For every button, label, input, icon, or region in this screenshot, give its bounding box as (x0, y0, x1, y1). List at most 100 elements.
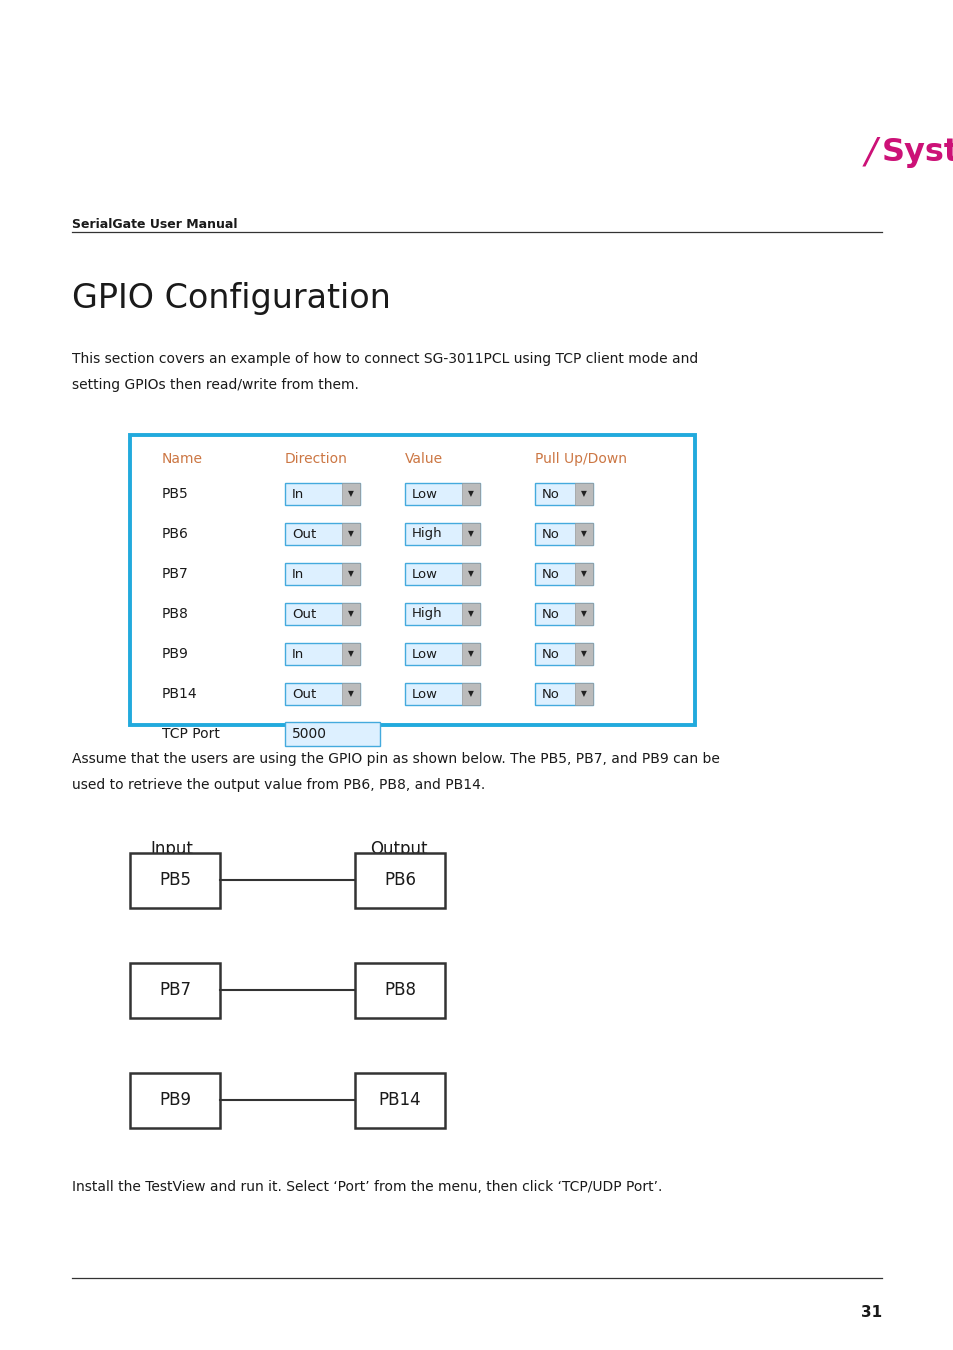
Bar (535, 683, 593, 705)
Text: Pull Up/Down: Pull Up/Down (535, 452, 626, 466)
Text: Low: Low (412, 487, 437, 501)
Bar (461, 643, 479, 666)
Bar (405, 522, 479, 545)
Text: No: No (541, 648, 559, 660)
Text: ▼: ▼ (348, 649, 354, 659)
Text: ▼: ▼ (348, 609, 354, 618)
Bar (461, 603, 479, 625)
Bar (535, 483, 593, 505)
Text: PB5: PB5 (159, 871, 191, 890)
Text: No: No (541, 487, 559, 501)
Text: In: In (292, 487, 304, 501)
Bar (285, 483, 359, 505)
Bar (341, 563, 359, 585)
Bar (341, 483, 359, 505)
Text: Low: Low (412, 687, 437, 701)
Text: Output: Output (370, 840, 427, 859)
Bar (355, 1072, 444, 1127)
Bar (355, 852, 444, 907)
Text: ▼: ▼ (468, 570, 474, 579)
Text: PB7: PB7 (159, 981, 191, 999)
Text: ▼: ▼ (468, 690, 474, 698)
Text: Input: Input (150, 840, 193, 859)
Text: ▼: ▼ (580, 690, 586, 698)
Text: Install the TestView and run it. Select ‘Port’ from the menu, then click ‘TCP/UD: Install the TestView and run it. Select … (71, 1180, 661, 1193)
Text: used to retrieve the output value from PB6, PB8, and PB14.: used to retrieve the output value from P… (71, 778, 485, 792)
Text: ▼: ▼ (580, 490, 586, 498)
Text: ▼: ▼ (468, 649, 474, 659)
Text: ▼: ▼ (348, 570, 354, 579)
Text: ▼: ▼ (468, 490, 474, 498)
Bar (130, 435, 695, 725)
Text: ▼: ▼ (580, 649, 586, 659)
Text: ▼: ▼ (348, 490, 354, 498)
Bar (461, 522, 479, 545)
Text: In: In (292, 648, 304, 660)
Text: High: High (412, 528, 442, 540)
Text: ▼: ▼ (580, 570, 586, 579)
Bar (575, 603, 593, 625)
Bar (535, 643, 593, 666)
Text: No: No (541, 528, 559, 540)
Text: ▼: ▼ (348, 690, 354, 698)
Bar (461, 683, 479, 705)
Text: Low: Low (412, 567, 437, 580)
Text: PB14: PB14 (378, 1091, 421, 1108)
Bar (285, 722, 379, 747)
Text: PB9: PB9 (162, 647, 189, 662)
Bar (461, 563, 479, 585)
Bar (405, 483, 479, 505)
Text: 5000: 5000 (292, 728, 327, 741)
Text: This section covers an example of how to connect SG-3011PCL using TCP client mod: This section covers an example of how to… (71, 352, 698, 366)
Text: No: No (541, 608, 559, 621)
Text: GPIO Configuration: GPIO Configuration (71, 282, 391, 315)
Bar (535, 522, 593, 545)
Bar (285, 603, 359, 625)
Text: 31: 31 (860, 1305, 882, 1320)
Bar (575, 563, 593, 585)
Text: PB8: PB8 (384, 981, 416, 999)
Bar (575, 643, 593, 666)
Bar (575, 483, 593, 505)
Text: Out: Out (292, 608, 315, 621)
Text: Out: Out (292, 528, 315, 540)
Text: SerialGate User Manual: SerialGate User Manual (71, 217, 237, 231)
Bar (355, 963, 444, 1018)
Text: PB9: PB9 (159, 1091, 191, 1108)
Text: Low: Low (412, 648, 437, 660)
Bar (405, 643, 479, 666)
Bar (130, 1072, 220, 1127)
Bar (461, 483, 479, 505)
Bar (535, 603, 593, 625)
Bar (341, 603, 359, 625)
Text: Direction: Direction (285, 452, 348, 466)
Text: In: In (292, 567, 304, 580)
Bar (285, 522, 359, 545)
Bar (405, 603, 479, 625)
Text: ▼: ▼ (580, 529, 586, 539)
Text: Name: Name (162, 452, 203, 466)
Text: PB7: PB7 (162, 567, 189, 580)
Bar (341, 522, 359, 545)
Bar (285, 563, 359, 585)
Text: Value: Value (405, 452, 442, 466)
Text: No: No (541, 567, 559, 580)
Text: Assume that the users are using the GPIO pin as shown below. The PB5, PB7, and P: Assume that the users are using the GPIO… (71, 752, 720, 765)
Text: /: / (864, 135, 876, 169)
Text: PB8: PB8 (162, 608, 189, 621)
Text: ▼: ▼ (348, 529, 354, 539)
Bar (285, 643, 359, 666)
Text: High: High (412, 608, 442, 621)
Text: ▼: ▼ (580, 609, 586, 618)
Text: ▼: ▼ (468, 609, 474, 618)
Bar (535, 563, 593, 585)
Bar (130, 852, 220, 907)
Text: ▼: ▼ (468, 529, 474, 539)
Text: PB14: PB14 (162, 687, 197, 701)
Text: TCP Port: TCP Port (162, 728, 219, 741)
Text: PB6: PB6 (162, 526, 189, 541)
Bar (575, 522, 593, 545)
Bar (285, 683, 359, 705)
Text: setting GPIOs then read/write from them.: setting GPIOs then read/write from them. (71, 378, 358, 392)
Bar (341, 683, 359, 705)
